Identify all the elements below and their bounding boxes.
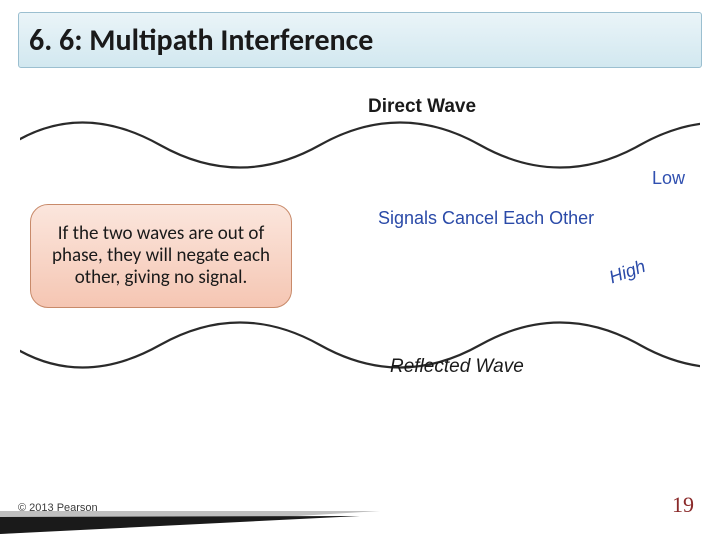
slide-title: 6. 6: Multipath Interference bbox=[29, 22, 373, 59]
reflected-wave-path bbox=[20, 323, 700, 368]
callout-box: If the two waves are out of phase, they … bbox=[30, 204, 292, 308]
decorative-wedge bbox=[0, 464, 380, 534]
label-low: Low bbox=[652, 168, 685, 189]
title-box: 6. 6: Multipath Interference bbox=[18, 12, 702, 68]
label-cancel: Signals Cancel Each Other bbox=[378, 208, 594, 229]
direct-wave-path bbox=[20, 123, 700, 168]
label-direct-wave: Direct Wave bbox=[368, 96, 476, 118]
copyright-text: © 2013 Pearson bbox=[18, 502, 98, 514]
label-reflected-wave: Reflected Wave bbox=[390, 356, 524, 378]
page-number: 19 bbox=[672, 492, 694, 518]
callout-text: If the two waves are out of phase, they … bbox=[45, 223, 277, 289]
